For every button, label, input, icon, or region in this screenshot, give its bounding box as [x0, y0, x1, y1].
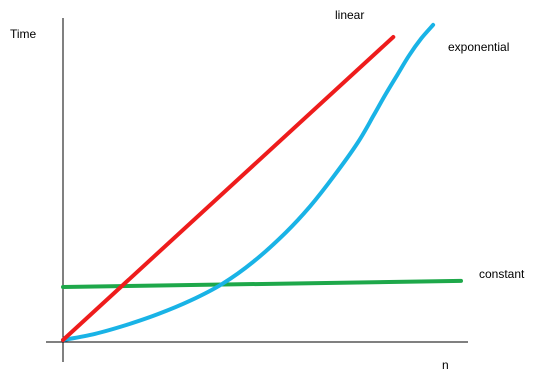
series-label-exponential: exponential — [448, 40, 509, 54]
series-label-constant: constant — [479, 267, 525, 281]
series-label-linear: linear — [335, 8, 364, 22]
series-layer — [61, 22, 463, 342]
series-line-constant — [61, 278, 463, 289]
series-line-exponential — [61, 22, 436, 342]
x-axis-label: n — [442, 358, 449, 372]
series-line-linear — [61, 35, 396, 342]
y-axis-label: Time — [10, 27, 37, 41]
